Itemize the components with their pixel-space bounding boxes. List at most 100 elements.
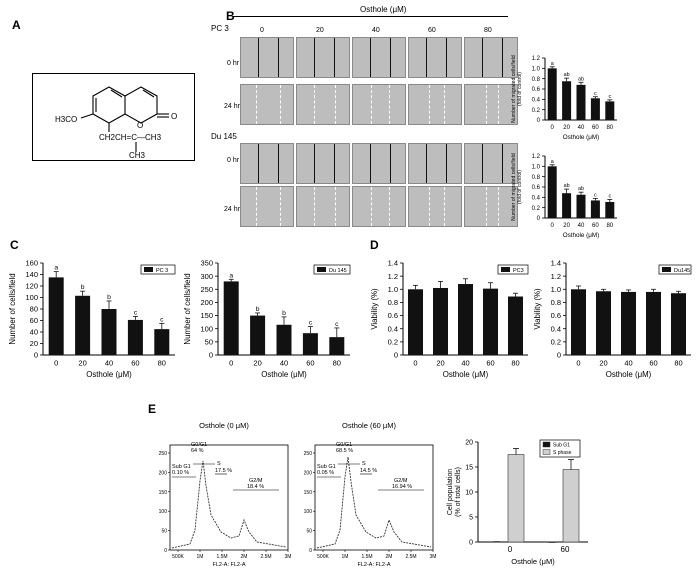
wound-image-r1-c0	[240, 84, 294, 125]
x-tick-label: 2M	[241, 554, 248, 560]
y-tick-label: 40	[30, 328, 38, 337]
x-axis-label: Osthole (μM)	[261, 370, 307, 379]
wound-image-r0-c3	[408, 37, 462, 78]
x-tick-label: 40	[461, 359, 469, 368]
cellline-du145: Du 145	[211, 132, 237, 141]
y-tick-label: 120	[25, 282, 38, 291]
x-tick-label: 20	[563, 223, 570, 229]
y-tick-label: 0.2	[551, 337, 561, 346]
g0g1-label: G0/G1	[191, 442, 207, 448]
legend-box	[658, 264, 692, 275]
subg1-percent: 0.05 %	[317, 470, 334, 476]
y-tick-label: 5	[469, 515, 473, 522]
cellline-pc3: PC 3	[211, 24, 229, 33]
panel-label-e: E	[148, 402, 157, 416]
x-tick-label: 500K	[172, 554, 184, 560]
y-tick-label: 0	[537, 216, 541, 222]
bar-80	[329, 337, 345, 355]
significance-letter: c	[608, 94, 611, 100]
wound-image-r3-c3	[408, 186, 462, 227]
bar-s-phase-0	[507, 454, 525, 543]
wound-image-r0-c2	[352, 37, 406, 78]
y-axis-label-2: (fold of control)	[517, 72, 523, 106]
y-axis-label: Number of cells/field	[183, 273, 192, 344]
x-tick-label: 0	[508, 545, 513, 554]
y-tick-label: 10	[465, 490, 473, 497]
g0g1-label: G0/G1	[336, 442, 352, 448]
y-tick-label: 60	[30, 316, 38, 325]
legend-swatch	[501, 267, 510, 272]
x-tick-label: 20	[253, 359, 261, 368]
significance-letter: a	[54, 265, 58, 272]
time-label-du-0: 0 hr	[227, 157, 240, 164]
wound-image-r2-c2	[352, 143, 406, 184]
legend-label: Du145	[674, 268, 690, 274]
y-tick-label: 0	[309, 548, 312, 554]
g2m-percent: 18.4 %	[247, 484, 264, 490]
bar-40	[576, 194, 586, 218]
g2m-label: G2/M	[394, 478, 408, 484]
bar-60	[302, 333, 318, 355]
subg1-percent: 0.10 %	[172, 470, 189, 476]
x-axis-label: FL2-A: FL2-A	[357, 562, 390, 568]
significance-letter: ab	[564, 72, 570, 78]
wound-image-r1-c2	[352, 84, 406, 125]
bar-80	[508, 296, 523, 355]
x-tick-label: 80	[606, 125, 613, 131]
bar-20	[75, 295, 91, 355]
significance-letter: b	[282, 310, 286, 317]
wound-image-r3-c2	[352, 186, 406, 227]
y-tick-label: 0	[209, 351, 213, 360]
wound-image-r2-c3	[408, 143, 462, 184]
significance-letter: a	[551, 61, 554, 67]
legend-swatch	[662, 267, 671, 272]
y-tick-label: 0	[164, 548, 167, 554]
significance-letter: c	[594, 192, 597, 198]
flow-histogram-0: Osthole (0 μM) 0 50 100 150 200 250 500K 1M 1.5M 2…	[159, 421, 292, 568]
histogram-curve	[316, 456, 432, 549]
bar-80	[605, 201, 615, 218]
x-axis-label: FL2-A: FL2-A	[212, 562, 245, 568]
x-axis-label: Osthole (μM)	[443, 370, 489, 379]
y-tick-label: 160	[25, 259, 38, 268]
histogram-curve	[171, 460, 287, 549]
bar-80	[671, 293, 686, 355]
x-tick-label: 40	[105, 359, 113, 368]
bar-20	[562, 193, 572, 218]
bar-sub-g1-0	[493, 541, 501, 543]
legend-box	[140, 264, 176, 275]
legend-label: S phase	[553, 450, 572, 456]
y-tick-label: 20	[465, 440, 473, 447]
bar-0	[547, 68, 557, 120]
y-tick-label: 0.8	[388, 298, 398, 307]
x-tick-label: 80	[333, 359, 341, 368]
bar-40	[276, 324, 292, 355]
x-tick-label: 40	[624, 359, 632, 368]
x-tick-label: 3M	[430, 554, 437, 560]
legend-swatch	[317, 267, 326, 272]
y-tick-label: 80	[30, 305, 38, 314]
carbonyl-oxygen-label: O	[171, 112, 177, 121]
y-tick-label: 0.4	[551, 324, 561, 333]
y-axis-label-2: (% of total cells)	[455, 467, 462, 517]
y-tick-label: 0.6	[388, 311, 398, 320]
wound-header: Osthole (μM)	[360, 5, 407, 14]
x-tick-label: 0	[551, 223, 555, 229]
bar-40	[101, 309, 117, 355]
x-axis-label: Osthole (μM)	[511, 557, 555, 566]
significance-letter: c	[309, 320, 313, 327]
y-axis-label: Viability (%)	[370, 288, 379, 330]
legend-box	[497, 264, 529, 275]
bar-60	[590, 200, 600, 218]
wound-image-r2-c0	[240, 143, 294, 184]
y-tick-label: 250	[159, 451, 168, 457]
bar-40	[458, 284, 473, 355]
wound-image-r1-c3	[408, 84, 462, 125]
wound-image-r0-c4	[464, 37, 518, 78]
x-tick-label: 20	[436, 359, 444, 368]
x-tick-label: 500K	[317, 554, 329, 560]
y-tick-label: 1.4	[388, 259, 398, 268]
x-tick-label: 80	[674, 359, 682, 368]
x-tick-label: 40	[280, 359, 288, 368]
legend-swatch	[542, 449, 551, 455]
